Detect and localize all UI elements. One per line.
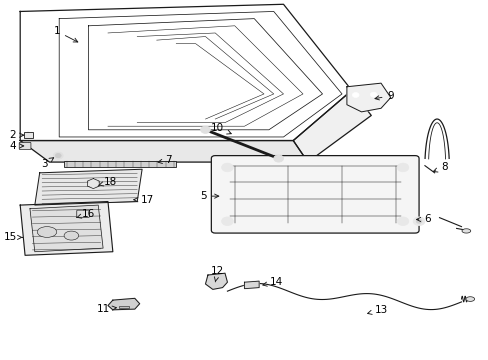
- FancyBboxPatch shape: [211, 156, 418, 233]
- Ellipse shape: [461, 229, 470, 233]
- Circle shape: [221, 217, 233, 226]
- Circle shape: [55, 153, 61, 158]
- Text: 1: 1: [53, 26, 78, 42]
- Text: 18: 18: [98, 177, 117, 187]
- Circle shape: [396, 217, 408, 226]
- Text: 4: 4: [10, 141, 24, 151]
- Circle shape: [221, 163, 233, 172]
- Bar: [64, 161, 176, 167]
- Ellipse shape: [64, 231, 79, 240]
- Polygon shape: [108, 298, 140, 310]
- Polygon shape: [20, 4, 351, 140]
- Text: 6: 6: [416, 215, 430, 224]
- Text: 11: 11: [96, 304, 116, 314]
- Text: 3: 3: [41, 158, 54, 169]
- Circle shape: [412, 217, 424, 226]
- Text: 8: 8: [432, 162, 447, 172]
- FancyBboxPatch shape: [23, 132, 33, 138]
- Polygon shape: [293, 90, 370, 162]
- Circle shape: [200, 126, 210, 134]
- Text: 10: 10: [211, 123, 231, 134]
- Text: 13: 13: [367, 305, 387, 315]
- Text: 7: 7: [158, 155, 172, 165]
- Ellipse shape: [465, 297, 474, 301]
- Text: 5: 5: [199, 191, 218, 201]
- Polygon shape: [30, 205, 103, 252]
- Text: 17: 17: [133, 195, 153, 205]
- Circle shape: [396, 163, 408, 172]
- Text: 12: 12: [211, 266, 224, 282]
- Polygon shape: [346, 83, 390, 112]
- Polygon shape: [20, 202, 113, 255]
- FancyBboxPatch shape: [19, 142, 31, 149]
- Polygon shape: [35, 169, 142, 205]
- Text: 15: 15: [4, 232, 22, 242]
- Circle shape: [53, 152, 63, 159]
- Circle shape: [88, 180, 98, 187]
- Circle shape: [415, 219, 421, 224]
- Text: 16: 16: [76, 209, 95, 219]
- Circle shape: [351, 93, 358, 98]
- Text: 9: 9: [374, 91, 393, 101]
- Circle shape: [273, 155, 283, 162]
- FancyBboxPatch shape: [77, 210, 89, 217]
- Text: 14: 14: [262, 277, 282, 287]
- Polygon shape: [205, 273, 227, 289]
- Polygon shape: [244, 281, 259, 289]
- Polygon shape: [20, 140, 307, 162]
- Text: 2: 2: [10, 130, 24, 140]
- Ellipse shape: [37, 226, 57, 237]
- Bar: [119, 306, 129, 309]
- Circle shape: [369, 92, 376, 97]
